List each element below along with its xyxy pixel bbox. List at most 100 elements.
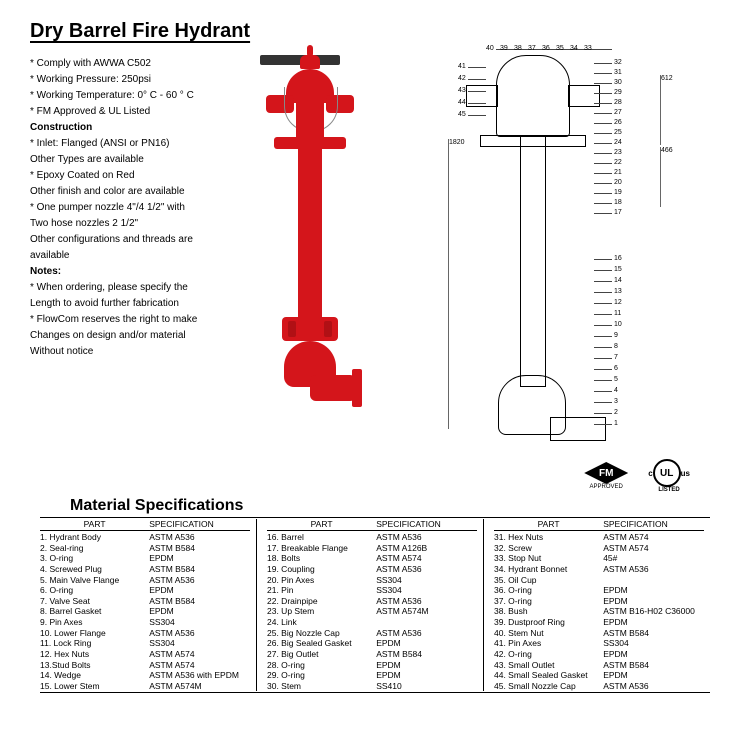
spec-row: 44. Small Sealed GasketEPDM xyxy=(494,670,704,681)
dim: 612 xyxy=(660,75,673,145)
fm-label: APPROVED xyxy=(584,484,628,490)
top-row: * Comply with AWWA C502 * Working Pressu… xyxy=(30,55,720,455)
spec-row: 7. Valve SeatASTM B584 xyxy=(40,596,250,607)
spec-row: 31. Hex NutsASTM A574 xyxy=(494,532,704,543)
spec-row: 38. BushASTM B16-H02 C36000 xyxy=(494,606,704,617)
callout-label: 12 xyxy=(614,299,622,306)
page-title: Dry Barrel Fire Hydrant xyxy=(30,20,720,43)
spec-row: 16. BarrelASTM A536 xyxy=(267,532,477,543)
callout-label: 22 xyxy=(614,159,622,166)
dim: 466 xyxy=(660,147,673,207)
callout-label: 20 xyxy=(614,179,622,186)
spec-row: 41. Pin AxesSS304 xyxy=(494,638,704,649)
spec-row: 28. O-ringEPDM xyxy=(267,660,477,671)
callout-label: 24 xyxy=(614,139,622,146)
spec-row: 27. Big OutletASTM B584 xyxy=(267,649,477,660)
callout-label: 25 xyxy=(614,129,622,136)
callout-label: 26 xyxy=(614,119,622,126)
callout-label: 29 xyxy=(614,89,622,96)
spec-row: 21. PinSS304 xyxy=(267,585,477,596)
callout-label: 44 xyxy=(458,99,466,106)
construction-line: Other Types are available xyxy=(30,153,230,167)
callout-label: 15 xyxy=(614,266,622,273)
spec-row: 19. CouplingASTM A536 xyxy=(267,564,477,575)
callout-label: 1 xyxy=(614,420,618,427)
head-part: PART xyxy=(40,519,149,529)
callout-label: 41 xyxy=(458,63,466,70)
spec-row: 25. Big Nozzle CapASTM A536 xyxy=(267,628,477,639)
callout-label: 39 xyxy=(500,45,508,52)
notes-head: Notes: xyxy=(30,265,230,279)
spec-row: 24. Link xyxy=(267,617,477,628)
construction-line: Two hose nozzles 2 1/2" xyxy=(30,217,230,231)
spec-row: 1. Hydrant BodyASTM A536 xyxy=(40,532,250,543)
ul-label: LISTED xyxy=(648,487,690,493)
notes-line: Changes on design and/or material xyxy=(30,329,230,343)
spec-row: 42. O-ringEPDM xyxy=(494,649,704,660)
callout-label: 14 xyxy=(614,277,622,284)
spec-row: 33. Stop Nut45# xyxy=(494,553,704,564)
spec-row: 18. BoltsASTM A574 xyxy=(267,553,477,564)
fm-logo-icon: FM xyxy=(584,462,628,484)
callout-label: 18 xyxy=(614,199,622,206)
callout-label: 31 xyxy=(614,69,622,76)
spec-row: 30. StemSS410 xyxy=(267,681,477,692)
callout-label: 30 xyxy=(614,79,622,86)
callout-label: 19 xyxy=(614,189,622,196)
spec-row: 12. Hex NutsASTM A574 xyxy=(40,649,250,660)
spec-row: 36. O-ringEPDM xyxy=(494,585,704,596)
materials-title: Material Specifications xyxy=(70,497,720,515)
construction-line: Other configurations and threads are xyxy=(30,233,230,247)
spec-row: 45. Small Nozzle CapASTM A536 xyxy=(494,681,704,692)
spec-row: 26. Big Sealed GasketEPDM xyxy=(267,638,477,649)
construction-line: * Inlet: Flanged (ANSI or PN16) xyxy=(30,137,230,151)
callout-label: 11 xyxy=(614,310,621,317)
hydrant-photo xyxy=(240,55,380,455)
callout-label: 6 xyxy=(614,365,618,372)
callout-label: 2 xyxy=(614,409,618,416)
spec-row: 9. Pin AxesSS304 xyxy=(40,617,250,628)
callout-label: 28 xyxy=(614,99,622,106)
ul-logo-icon: UL xyxy=(653,459,681,487)
spec-row: 20. Pin AxesSS304 xyxy=(267,575,477,586)
notes-line: * FlowCom reserves the right to make xyxy=(30,313,230,327)
callout-label: 27 xyxy=(614,109,622,116)
spec-row: 23. Up StemASTM A574M xyxy=(267,606,477,617)
spec-row: 15. Lower StemASTM A574M xyxy=(40,681,250,692)
materials-table: PARTSPECIFICATION1. Hydrant BodyASTM A53… xyxy=(40,517,710,693)
spec-row: 14. WedgeASTM A536 with EPDM xyxy=(40,670,250,681)
spec-row: 39. Dustproof RingEPDM xyxy=(494,617,704,628)
callout-label: 32 xyxy=(614,59,622,66)
callout-label: 13 xyxy=(614,288,622,295)
head-spec: SPECIFICATION xyxy=(149,519,250,529)
callout-label: 7 xyxy=(614,354,618,361)
callout-label: 35 xyxy=(556,45,564,52)
callout-label: 43 xyxy=(458,87,466,94)
spec-row: 3. O-ringEPDM xyxy=(40,553,250,564)
callout-label: 10 xyxy=(614,321,622,328)
notes-line: * When ordering, please specify the xyxy=(30,281,230,295)
spec-text: * Comply with AWWA C502 * Working Pressu… xyxy=(30,55,230,455)
construction-line: Other finish and color are available xyxy=(30,185,230,199)
spec-row: 6. O-ringEPDM xyxy=(40,585,250,596)
spec-row: 5. Main Valve FlangeASTM A536 xyxy=(40,575,250,586)
spec-row: 40. Stem NutASTM B584 xyxy=(494,628,704,639)
callout-label: 23 xyxy=(614,149,622,156)
head-part: PART xyxy=(494,519,603,529)
callout-label: 3 xyxy=(614,398,618,405)
construction-line: * One pumper nozzle 4"/4 1/2" with xyxy=(30,201,230,215)
spec-row: 8. Barrel GasketEPDM xyxy=(40,606,250,617)
ul-suffix: us xyxy=(681,469,690,478)
spec-row: 11. Lock RingSS304 xyxy=(40,638,250,649)
callout-label: 45 xyxy=(458,111,466,118)
callout-label: 36 xyxy=(542,45,550,52)
head-part: PART xyxy=(267,519,376,529)
callout-label: 34 xyxy=(570,45,578,52)
head-spec: SPECIFICATION xyxy=(376,519,477,529)
ul-prefix: c xyxy=(648,469,652,478)
callout-label: 8 xyxy=(614,343,618,350)
spec-column: PARTSPECIFICATION 1. Hydrant BodyASTM A53… xyxy=(40,519,257,691)
construction-line: * Epoxy Coated on Red xyxy=(30,169,230,183)
head-spec: SPECIFICATION xyxy=(603,519,704,529)
construction-line: available xyxy=(30,249,230,263)
